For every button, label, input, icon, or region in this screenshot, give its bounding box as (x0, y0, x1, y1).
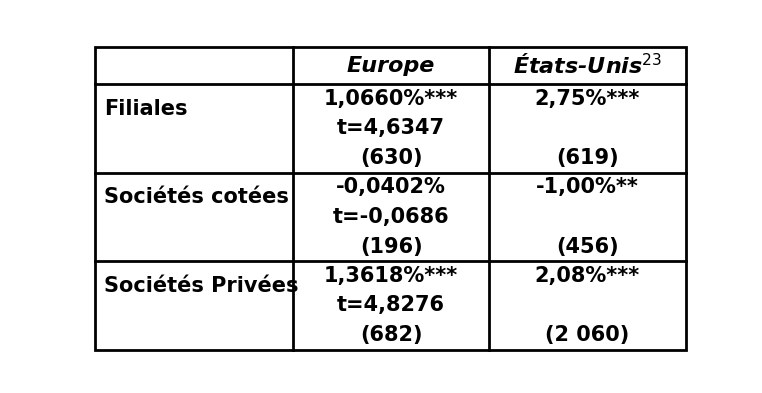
Text: 2,75%***

(619): 2,75%*** (619) (535, 89, 640, 168)
Text: Filiales: Filiales (104, 99, 187, 119)
Text: 1,3618%***
t=4,8276
(682): 1,3618%*** t=4,8276 (682) (324, 266, 458, 345)
Text: Sociétés cotées: Sociétés cotées (104, 187, 289, 208)
Text: Sociétés Privées: Sociétés Privées (104, 276, 299, 296)
Text: Europe: Europe (347, 56, 435, 75)
Text: -0,0402%
t=-0,0686
(196): -0,0402% t=-0,0686 (196) (333, 177, 450, 257)
Text: 2,08%***

(2 060): 2,08%*** (2 060) (535, 266, 640, 345)
Text: -1,00%**

(456): -1,00%** (456) (536, 177, 639, 257)
Text: États-Unis$^{23}$: États-Unis$^{23}$ (513, 53, 662, 78)
Text: 1,0660%***
t=4,6347
(630): 1,0660%*** t=4,6347 (630) (324, 89, 458, 168)
